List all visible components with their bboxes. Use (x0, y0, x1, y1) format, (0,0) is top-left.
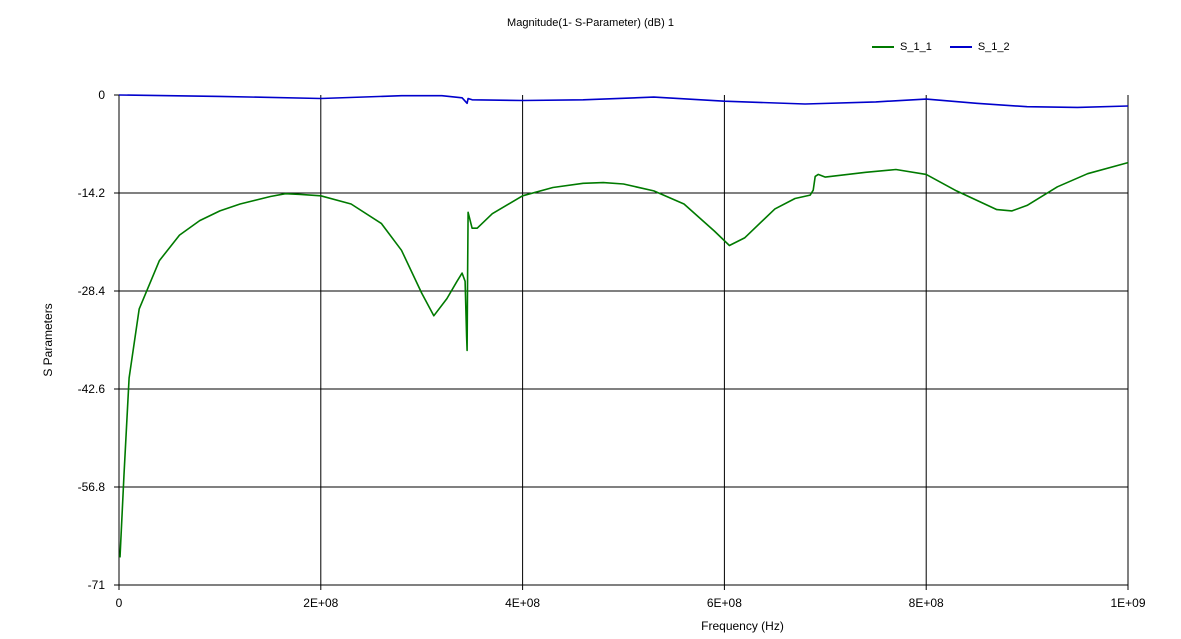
x-tick-label: 8E+08 (909, 596, 944, 610)
legend-item-s11: S_1_1 (872, 41, 932, 53)
x-tick-label: 1E+09 (1110, 596, 1145, 610)
x-tick-label: 4E+08 (505, 596, 540, 610)
x-axis-label: Frequency (Hz) (701, 619, 784, 633)
y-axis-label: S Parameters (41, 303, 55, 376)
series-line-s11 (119, 161, 1129, 558)
y-tick-label: -28.4 (78, 284, 106, 298)
y-tick-label: -56.8 (78, 480, 106, 494)
legend: S_1_1 S_1_2 (872, 41, 1010, 53)
y-tick-label: -14.2 (78, 186, 106, 200)
legend-label-s12: S_1_2 (977, 41, 1010, 53)
x-tick-label: 2E+08 (303, 596, 338, 610)
x-tick-label: 6E+08 (707, 596, 742, 610)
y-tick-label: -71 (88, 578, 106, 592)
legend-item-s12: S_1_2 (949, 41, 1010, 53)
legend-swatch-s11 (872, 46, 894, 48)
x-tick-label: 0 (116, 596, 123, 610)
y-tick-label: 0 (98, 88, 105, 102)
y-tick-label: -42.6 (78, 382, 106, 396)
chart-title: Magnitude(1- S-Parameter) (dB) 1 (507, 17, 674, 29)
legend-swatch-s12 (949, 46, 972, 48)
series-line-s12 (118, 94, 1129, 109)
legend-label-s11: S_1_1 (900, 41, 932, 53)
